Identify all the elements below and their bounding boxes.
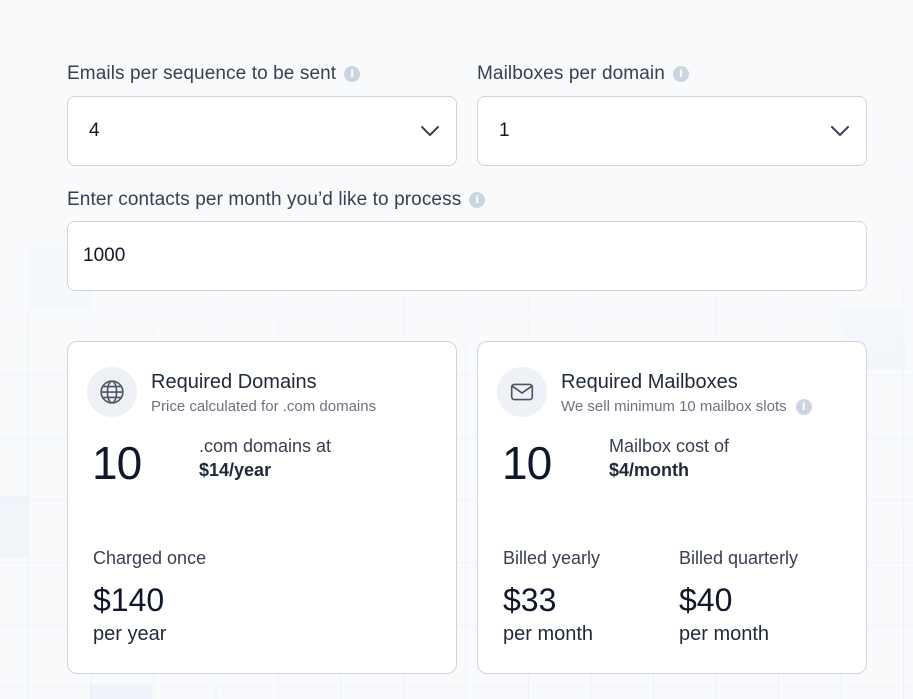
chevron-down-icon [831, 126, 849, 136]
emails-per-sequence-label-text: Emails per sequence to be sent [67, 63, 337, 84]
unit-price: $14/year [199, 460, 272, 480]
emails-per-sequence-label: Emails per sequence to be sent i [67, 63, 361, 85]
quarterly-label: Billed quarterly [679, 548, 799, 568]
charge-value: $140 [93, 582, 165, 618]
card-subtitle-text: Price calculated for .com domains [151, 398, 377, 415]
mail-icon [497, 367, 547, 417]
contacts-per-month-label-text: Enter contacts per month you’d like to p… [67, 189, 462, 210]
required-mailboxes-card: Required Mailboxes We sell minimum 10 ma… [477, 341, 867, 674]
quarterly-unit: per month [679, 623, 770, 645]
card-title: Required Domains [151, 371, 317, 393]
contacts-per-month-label: Enter contacts per month you’d like to p… [67, 189, 486, 211]
card-subtitle-text: We sell minimum 10 mailbox slots [561, 398, 787, 415]
info-icon[interactable]: i [344, 66, 361, 82]
mailboxes-per-domain-value: 1 [499, 120, 510, 141]
emails-per-sequence-select[interactable]: 4 [67, 96, 457, 166]
charge-label: Charged once [93, 548, 207, 568]
card-subtitle: Price calculated for .com domains [151, 398, 376, 415]
card-subtitle: We sell minimum 10 mailbox slots i [561, 398, 812, 415]
mailboxes-per-domain-select[interactable]: 1 [477, 96, 867, 166]
mailbox-count: 10 [502, 437, 552, 489]
globe-icon [87, 367, 137, 417]
yearly-label: Billed yearly [503, 548, 601, 568]
contacts-per-month-input[interactable] [67, 221, 867, 291]
quarterly-value: $40 [679, 582, 733, 618]
card-title: Required Mailboxes [561, 371, 738, 393]
mailboxes-per-domain-label-text: Mailboxes per domain [477, 63, 665, 84]
info-icon[interactable]: i [672, 66, 689, 82]
mailboxes-per-domain-label: Mailboxes per domain i [477, 63, 689, 85]
yearly-value: $33 [503, 582, 557, 618]
unit-price: $4/month [609, 460, 690, 480]
chevron-down-icon [421, 126, 439, 136]
domain-count: 10 [92, 437, 142, 489]
cost-description: Mailbox cost of [609, 436, 730, 456]
info-icon[interactable]: i [469, 192, 486, 208]
info-icon[interactable]: i [795, 398, 812, 415]
charge-unit: per year [93, 623, 167, 645]
emails-per-sequence-value: 4 [89, 120, 100, 141]
required-domains-card: Required Domains Price calculated for .c… [67, 341, 457, 674]
cost-description: .com domains at [199, 436, 332, 456]
yearly-unit: per month [503, 623, 594, 645]
